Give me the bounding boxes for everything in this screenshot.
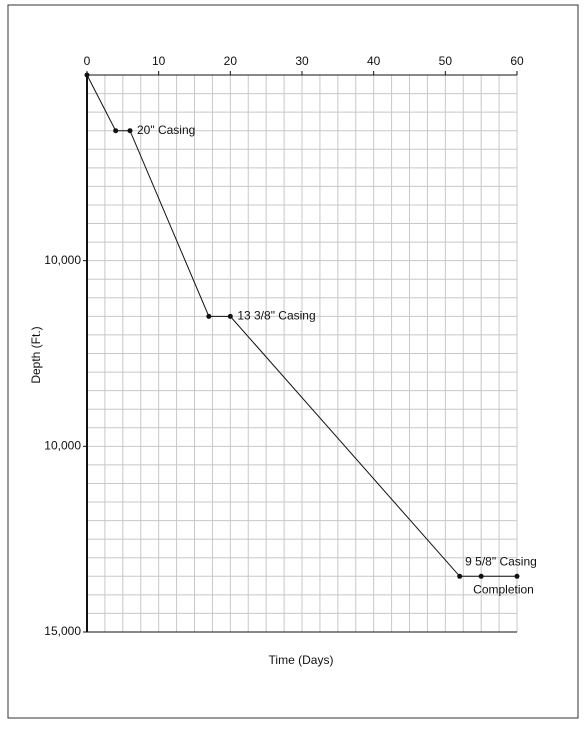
y-tick-label: 15,000 (44, 624, 81, 638)
x-tick-label: 10 (152, 54, 166, 68)
x-tick-label: 50 (439, 54, 453, 68)
annotation: Completion (473, 582, 534, 596)
x-tick-label: 30 (295, 54, 309, 68)
y-axis-label: Depth (Ft.) (29, 326, 43, 383)
frame (7, 4, 579, 719)
point (84, 72, 90, 78)
point (206, 313, 212, 319)
y-tick-label: 10,000 (44, 439, 81, 453)
annotation: 20" Casing (137, 123, 195, 137)
x-tick-label: 60 (510, 54, 524, 68)
point (227, 313, 233, 319)
point (113, 128, 119, 134)
y-tick-label: 10,000 (44, 253, 81, 267)
annotation: 9 5/8" Casing (465, 554, 537, 568)
x-tick-label: 40 (367, 54, 381, 68)
x-axis-label: Time (Days) (269, 653, 334, 667)
x-tick-label: 0 (84, 54, 91, 68)
point (514, 573, 520, 579)
point (457, 573, 463, 579)
x-tick-label: 20 (224, 54, 238, 68)
point (127, 128, 133, 134)
point (478, 573, 484, 579)
annotation: 13 3/8" Casing (237, 309, 315, 323)
